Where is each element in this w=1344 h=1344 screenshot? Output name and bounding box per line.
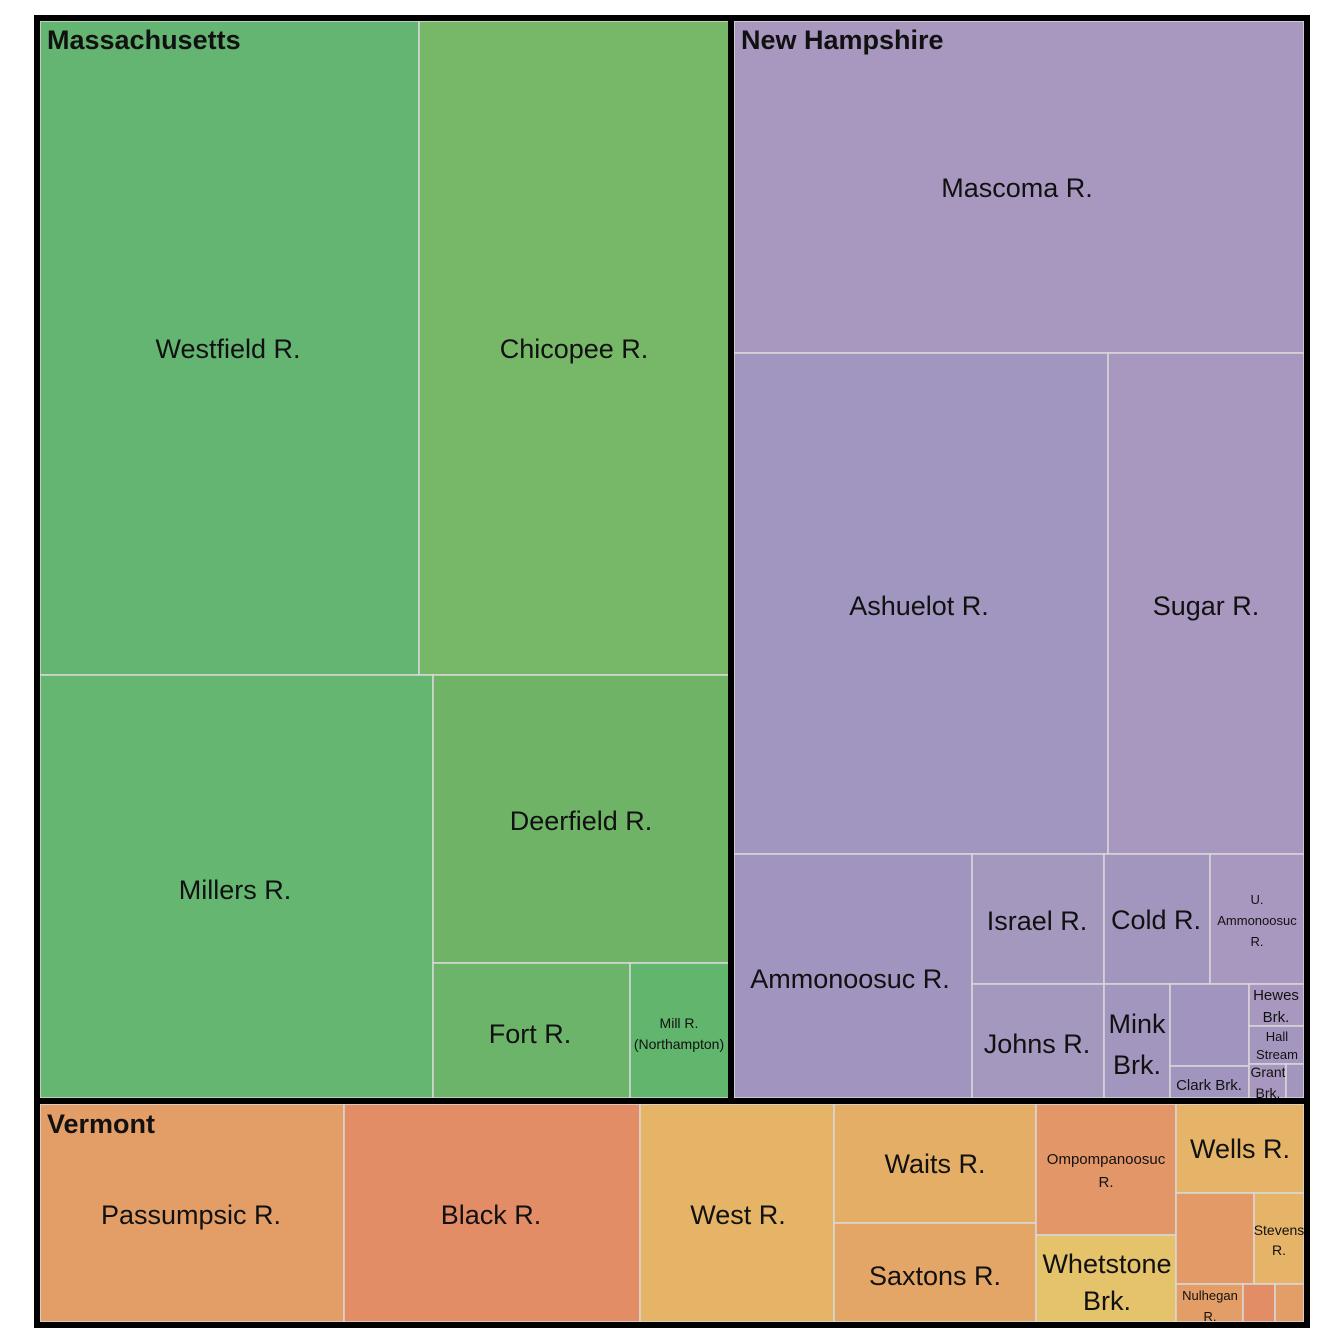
cell-label-cold-r: Cold R. xyxy=(1111,905,1201,935)
cell-label-fort-r: Fort R. xyxy=(489,1019,572,1049)
cell-label-deerfield-r: Deerfield R. xyxy=(510,806,653,836)
cell-label-clark-brk: Clark Brk. xyxy=(1176,1077,1242,1094)
cell-label-mascoma-r: Mascoma R. xyxy=(941,173,1093,203)
cell-label-ashuelot-r: Ashuelot R. xyxy=(849,591,989,621)
cell-label-whetstone-brk: Whetstone Brk. xyxy=(1042,1249,1171,1316)
cell-label-israel-r: Israel R. xyxy=(987,906,1088,936)
group-vermont: Passumpsic R. Black R. West R. Waits R. Saxt… xyxy=(36,1100,1308,1326)
cell-u-ammonoosuc-r xyxy=(1209,853,1305,985)
cell-label-waits-r: Waits R. xyxy=(885,1149,986,1179)
cell-black-r xyxy=(343,1103,641,1323)
cell-sugar-r xyxy=(1107,352,1305,855)
cell-label-johns-r: Johns R. xyxy=(984,1029,1091,1059)
cell-vermont-unlabeled-11 xyxy=(1242,1283,1276,1323)
cell-cold-r xyxy=(1103,853,1211,985)
cell-deerfield-r xyxy=(432,674,730,964)
cell-whetstone-brk xyxy=(1035,1234,1177,1323)
cell-label-black-r: Black R. xyxy=(441,1200,542,1230)
cell-new-hampshire-unlabeled-9 xyxy=(1169,983,1250,1067)
group-label-vermont: Vermont xyxy=(47,1109,155,1139)
cell-label-wells-r: Wells R. xyxy=(1190,1134,1290,1164)
cell-vermont-unlabeled-12 xyxy=(1274,1283,1305,1323)
cell-label-chicopee-r: Chicopee R. xyxy=(500,334,649,364)
cell-label-stevens-r: Stevens R. xyxy=(1254,1222,1305,1258)
cell-label-ammonoosuc-r: Ammonoosuc R. xyxy=(750,964,950,994)
cell-label-passumpsic-r: Passumpsic R. xyxy=(101,1200,281,1230)
cell-label-millers-r: Millers R. xyxy=(179,875,292,905)
cell-label-grant-brk: Grant Brk. xyxy=(1250,1064,1285,1101)
cell-israel-r xyxy=(971,853,1105,985)
cell-label-hall-stream: Hall Stream xyxy=(1256,1029,1298,1062)
cell-johns-r xyxy=(971,983,1105,1099)
cell-saxtons-r xyxy=(833,1222,1037,1323)
cell-ammonoosuc-r xyxy=(733,853,973,1099)
cell-west-r xyxy=(639,1103,835,1323)
treemap-outer-border xyxy=(34,15,1310,1328)
cell-label-sugar-r: Sugar R. xyxy=(1153,591,1260,621)
cell-label-ompompanoosuc-r: Ompompanoosuc R. xyxy=(1047,1151,1166,1191)
cell-stevens-r xyxy=(1253,1192,1305,1285)
cell-millers-r xyxy=(39,674,434,1099)
cell-label-mill-r-northampton: Mill R. (Northampton) xyxy=(634,1015,724,1052)
cell-mink-brk xyxy=(1103,983,1171,1099)
group-new-hampshire: Mascoma R. Ashuelot R. Sugar R. Ammonoosuc … xyxy=(730,17,1308,1102)
cell-waits-r xyxy=(833,1103,1037,1224)
cell-label-mink-brk: Mink Brk. xyxy=(1108,1009,1166,1080)
group-massachusetts: Westfield R. Chicopee R. Millers R. Deerfie… xyxy=(36,17,732,1102)
cell-label-hewes-brk: Hewes Brk. xyxy=(1253,987,1299,1026)
cell-ashuelot-r xyxy=(733,352,1109,855)
cell-new-hampshire-unlabeled-14 xyxy=(1285,1063,1305,1099)
group-label-massachusetts: Massachusetts xyxy=(47,25,241,55)
cell-vermont-unlabeled-8 xyxy=(1175,1192,1255,1285)
cell-label-nulhegan-r: Nulhegan R. xyxy=(1182,1288,1238,1324)
cell-passumpsic-r xyxy=(39,1103,345,1323)
cell-westfield-r xyxy=(39,20,420,676)
cell-ompompanoosuc-r xyxy=(1035,1103,1177,1236)
cell-label-saxtons-r: Saxtons R. xyxy=(869,1261,1001,1291)
cell-label-westfield-r: Westfield R. xyxy=(155,334,300,364)
cell-label-west-r: West R. xyxy=(690,1200,786,1230)
group-label-new-hampshire: New Hampshire xyxy=(741,25,944,55)
cell-label-u-ammonoosuc-r: U. Ammonoosuc R. xyxy=(1217,892,1297,949)
